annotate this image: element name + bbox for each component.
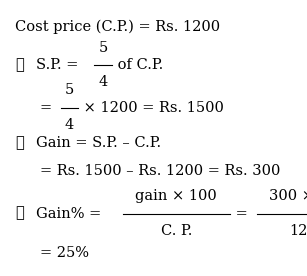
Text: 1200: 1200 — [290, 224, 307, 238]
Text: 4: 4 — [99, 75, 108, 89]
Text: 5: 5 — [65, 83, 74, 97]
Text: = Rs. 1500 – Rs. 1200 = Rs. 300: = Rs. 1500 – Rs. 1200 = Rs. 300 — [40, 164, 280, 178]
Text: =: = — [40, 100, 57, 115]
Text: 300 × 100: 300 × 100 — [270, 189, 307, 203]
Text: C. P.: C. P. — [161, 224, 192, 238]
Text: =: = — [231, 206, 252, 221]
Text: Gain = S.P. – C.P.: Gain = S.P. – C.P. — [36, 136, 161, 150]
Text: ∴: ∴ — [15, 58, 24, 72]
Text: gain × 100: gain × 100 — [135, 189, 217, 203]
Text: ∴: ∴ — [15, 206, 24, 221]
Text: ∴: ∴ — [15, 136, 24, 150]
Text: = 25%: = 25% — [40, 246, 89, 260]
Text: S.P. =: S.P. = — [36, 58, 83, 72]
Text: Gain% =: Gain% = — [36, 206, 106, 221]
Text: of C.P.: of C.P. — [113, 58, 163, 72]
Text: 5: 5 — [99, 41, 108, 55]
Text: 4: 4 — [65, 118, 74, 132]
Text: × 1200 = Rs. 1500: × 1200 = Rs. 1500 — [79, 100, 224, 115]
Text: Cost price (C.P.) = Rs. 1200: Cost price (C.P.) = Rs. 1200 — [15, 20, 220, 34]
